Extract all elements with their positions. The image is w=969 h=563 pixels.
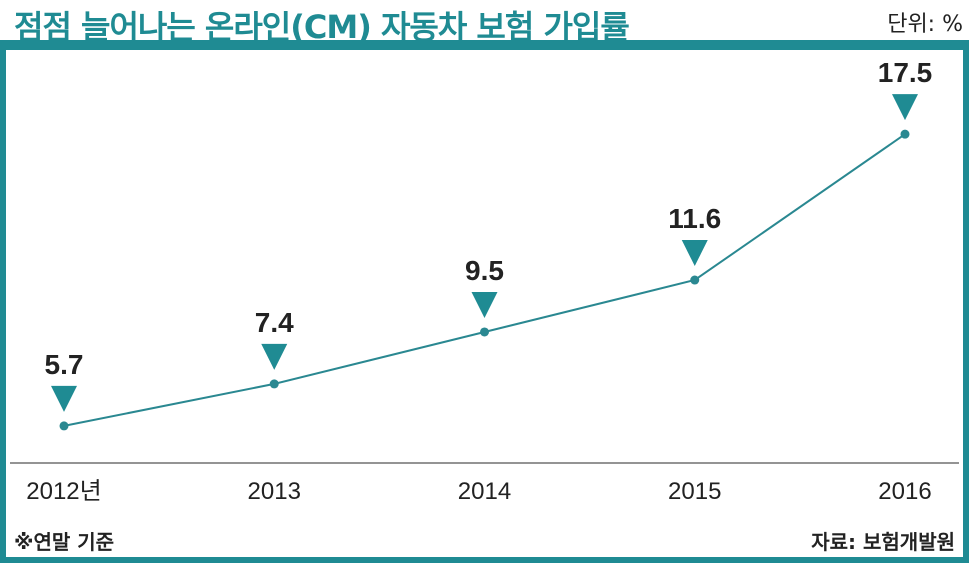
data-point (480, 327, 489, 337)
data-point (900, 129, 910, 139)
data-point (59, 421, 69, 431)
marker-triangle (471, 291, 498, 318)
marker-triangle (261, 343, 288, 370)
marker-triangle (51, 385, 77, 412)
data-point (690, 275, 700, 285)
x-tick-label: 2014 (458, 478, 511, 505)
x-tick-label: 2013 (248, 478, 301, 505)
data-label: 9.5 (465, 255, 504, 286)
footnote: ※연말 기준 (14, 530, 115, 554)
x-tick-label: 2012년 (26, 478, 101, 505)
x-tick-label: 2015 (668, 478, 721, 505)
data-label: 11.6 (668, 203, 721, 234)
unit-label: 단위: % (887, 12, 963, 37)
data-label: 17.5 (878, 57, 933, 88)
data-point (269, 379, 279, 389)
marker-triangle (681, 240, 708, 267)
data-label: 5.7 (45, 349, 84, 380)
chart-title: 점점 늘어나는 온라인(CM) 자동차 보험 가입률 (14, 8, 630, 46)
source-note: 자료: 보험개발원 (811, 530, 955, 554)
marker-triangle (892, 94, 918, 121)
data-label: 7.4 (255, 307, 294, 338)
x-tick-label: 2016 (878, 478, 931, 505)
